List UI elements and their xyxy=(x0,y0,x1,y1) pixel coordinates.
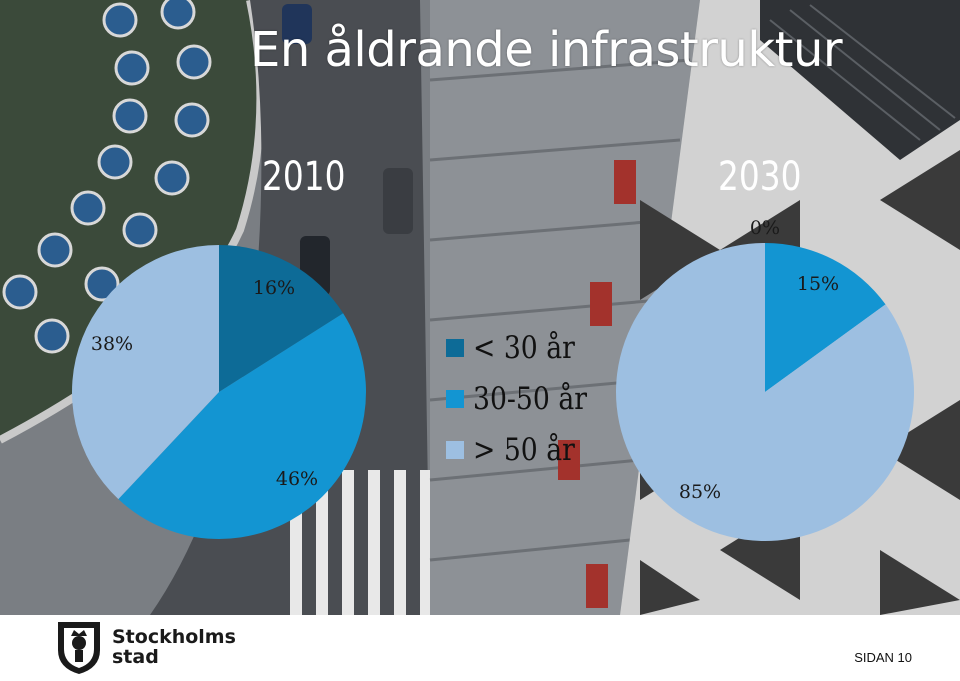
chart-title-2010: 2010 xyxy=(262,154,346,200)
pie-slice-2030-1 xyxy=(765,243,886,392)
legend-swatch-over-50 xyxy=(446,440,464,459)
slice-label-2030-2: 85% xyxy=(678,481,722,503)
logo-line-1: Stockholms xyxy=(112,626,236,648)
pie-slice-2010-2 xyxy=(72,245,219,500)
legend-swatch-30-50 xyxy=(446,389,464,408)
city-crest-icon xyxy=(58,622,100,674)
legend-item-30-50: 30-50 år xyxy=(446,373,606,424)
logo-wordmark: Stockholms stad xyxy=(112,627,236,667)
pie-slice-2030-2 xyxy=(615,243,914,542)
chart-legend: < 30 år 30-50 år > 50 år xyxy=(446,322,606,475)
slice-label-2030-0: 0% xyxy=(749,217,781,239)
legend-label-30-50: 30-50 år xyxy=(473,380,587,417)
slice-label-2010-2: 38% xyxy=(90,333,134,355)
slice-label-2010-1: 46% xyxy=(275,468,319,490)
legend-item-over-50: > 50 år xyxy=(446,424,606,475)
page-title: En åldrande infrastruktur xyxy=(250,22,843,78)
legend-label-over-50: > 50 år xyxy=(473,431,575,468)
page-number: SIDAN 10 xyxy=(854,650,912,665)
legend-swatch-under-30 xyxy=(446,338,464,357)
stockholms-stad-logo: Stockholms stad xyxy=(54,618,236,676)
chart-title-2030: 2030 xyxy=(718,154,802,200)
slice-label-2030-1: 15% xyxy=(796,273,840,295)
pie-slice-2010-0 xyxy=(219,245,344,392)
slice-label-2010-0: 16% xyxy=(252,277,296,299)
logo-line-2: stad xyxy=(112,646,159,668)
legend-label-under-30: < 30 år xyxy=(473,329,575,366)
pie-slice-2010-1 xyxy=(118,313,366,539)
legend-item-under-30: < 30 år xyxy=(446,322,606,373)
